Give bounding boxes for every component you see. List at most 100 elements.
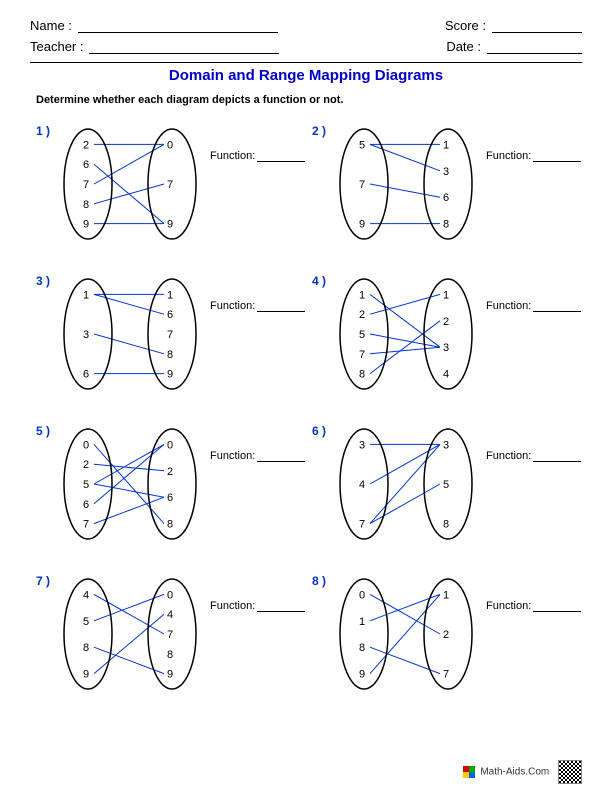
mapping-diagram: 5791368 <box>328 122 484 257</box>
svg-text:9: 9 <box>83 219 89 231</box>
problem-number: 6 ) <box>312 424 326 438</box>
function-label: Function: <box>210 600 255 612</box>
qr-code-icon <box>558 760 582 784</box>
svg-text:7: 7 <box>443 669 449 681</box>
function-answer-line[interactable] <box>533 451 581 462</box>
mapping-diagram: 125781234 <box>328 272 484 407</box>
svg-text:0: 0 <box>83 439 89 451</box>
footer: Math-Aids.Com <box>463 760 582 784</box>
svg-text:1: 1 <box>83 289 89 301</box>
svg-text:8: 8 <box>83 199 89 211</box>
svg-text:9: 9 <box>167 369 173 381</box>
problems-grid: 1 )26789079Function:2 )5791368Function:3… <box>30 114 582 714</box>
function-label: Function: <box>210 450 255 462</box>
function-answer-line[interactable] <box>533 601 581 612</box>
function-label: Function: <box>210 300 255 312</box>
problem-number: 1 ) <box>36 124 50 138</box>
svg-text:8: 8 <box>443 219 449 231</box>
svg-text:4: 4 <box>167 609 173 621</box>
svg-text:6: 6 <box>443 192 449 204</box>
function-label: Function: <box>486 150 531 162</box>
svg-text:3: 3 <box>443 166 449 178</box>
problem: 5 )025670268Function: <box>30 414 306 564</box>
problem: 3 )13616789Function: <box>30 264 306 414</box>
svg-text:1: 1 <box>167 289 173 301</box>
svg-text:2: 2 <box>443 316 449 328</box>
svg-text:2: 2 <box>443 629 449 641</box>
logo-icon <box>463 766 475 778</box>
svg-text:1: 1 <box>359 616 365 628</box>
function-answer-line[interactable] <box>257 301 305 312</box>
svg-text:0: 0 <box>167 139 173 151</box>
function-answer: Function: <box>486 450 581 462</box>
svg-text:7: 7 <box>359 519 365 531</box>
svg-text:2: 2 <box>359 309 365 321</box>
function-answer: Function: <box>210 600 305 612</box>
mapping-diagram: 025670268 <box>52 422 208 557</box>
function-answer-line[interactable] <box>257 601 305 612</box>
svg-text:7: 7 <box>359 349 365 361</box>
svg-text:3: 3 <box>443 342 449 354</box>
svg-text:7: 7 <box>83 179 89 191</box>
problem: 8 )0189127Function: <box>306 564 582 714</box>
problem-number: 5 ) <box>36 424 50 438</box>
svg-text:2: 2 <box>167 466 173 478</box>
function-label: Function: <box>486 600 531 612</box>
teacher-field-line[interactable] <box>89 40 279 54</box>
svg-text:7: 7 <box>167 179 173 191</box>
svg-text:1: 1 <box>359 289 365 301</box>
svg-text:7: 7 <box>167 629 173 641</box>
function-answer-line[interactable] <box>257 151 305 162</box>
svg-text:1: 1 <box>443 139 449 151</box>
svg-text:0: 0 <box>359 589 365 601</box>
svg-text:8: 8 <box>167 649 173 661</box>
function-answer-line[interactable] <box>533 151 581 162</box>
problem-number: 3 ) <box>36 274 50 288</box>
problem: 4 )125781234Function: <box>306 264 582 414</box>
date-label: Date : <box>446 39 481 54</box>
svg-text:6: 6 <box>83 369 89 381</box>
svg-text:8: 8 <box>167 519 173 531</box>
date-field-line[interactable] <box>487 40 582 54</box>
function-answer-line[interactable] <box>257 451 305 462</box>
svg-text:9: 9 <box>167 219 173 231</box>
svg-text:6: 6 <box>83 499 89 511</box>
svg-text:6: 6 <box>167 309 173 321</box>
svg-text:3: 3 <box>443 439 449 451</box>
svg-text:3: 3 <box>83 329 89 341</box>
function-answer-line[interactable] <box>533 301 581 312</box>
svg-text:8: 8 <box>83 642 89 654</box>
score-field-line[interactable] <box>492 19 582 33</box>
instruction-text: Determine whether each diagram depicts a… <box>36 94 582 106</box>
svg-text:8: 8 <box>443 519 449 531</box>
function-answer: Function: <box>486 600 581 612</box>
function-label: Function: <box>486 300 531 312</box>
problem-number: 8 ) <box>312 574 326 588</box>
svg-text:5: 5 <box>359 329 365 341</box>
problem: 2 )5791368Function: <box>306 114 582 264</box>
name-field-line[interactable] <box>78 19 278 33</box>
svg-text:8: 8 <box>359 642 365 654</box>
problem-number: 7 ) <box>36 574 50 588</box>
problem: 7 )458904789Function: <box>30 564 306 714</box>
mapping-diagram: 13616789 <box>52 272 208 407</box>
svg-text:2: 2 <box>83 459 89 471</box>
svg-text:1: 1 <box>443 589 449 601</box>
header-rule <box>30 62 582 63</box>
svg-text:0: 0 <box>167 589 173 601</box>
svg-text:9: 9 <box>83 669 89 681</box>
name-label: Name : <box>30 18 72 33</box>
problem: 1 )26789079Function: <box>30 114 306 264</box>
function-label: Function: <box>210 150 255 162</box>
svg-text:1: 1 <box>443 289 449 301</box>
svg-text:5: 5 <box>83 479 89 491</box>
svg-text:9: 9 <box>167 669 173 681</box>
svg-text:5: 5 <box>359 139 365 151</box>
score-label: Score : <box>445 18 486 33</box>
svg-text:6: 6 <box>83 159 89 171</box>
mapping-diagram: 26789079 <box>52 122 208 257</box>
function-answer: Function: <box>210 150 305 162</box>
function-answer: Function: <box>210 450 305 462</box>
mapping-diagram: 347358 <box>328 422 484 557</box>
svg-text:9: 9 <box>359 219 365 231</box>
